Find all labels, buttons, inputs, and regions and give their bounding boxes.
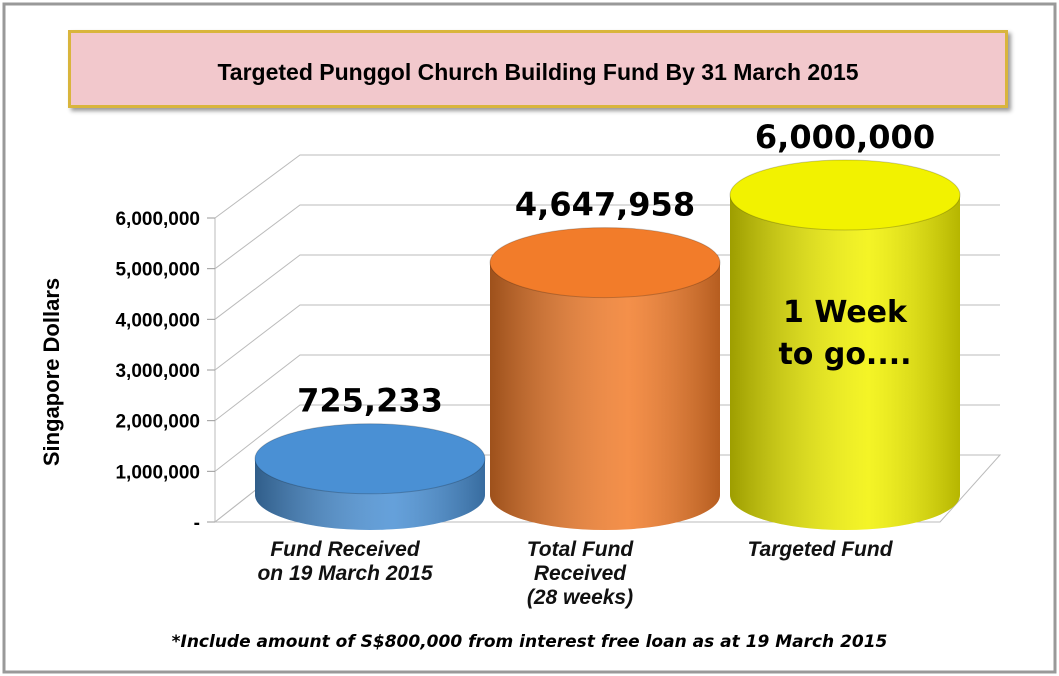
bar-shade bbox=[730, 195, 960, 530]
x-tick-label: Targeted Fund bbox=[747, 538, 893, 561]
bar bbox=[489, 227, 721, 530]
value-label: 6,000,000 bbox=[755, 118, 935, 156]
y-tick-label: 6,000,000 bbox=[115, 209, 200, 230]
y-tick-label: 4,000,000 bbox=[115, 310, 200, 331]
value-label: 4,647,958 bbox=[515, 186, 695, 224]
bar-shade bbox=[490, 262, 720, 530]
y-tick-label: 2,000,000 bbox=[115, 412, 200, 433]
bar bbox=[254, 423, 486, 530]
bar bbox=[729, 159, 961, 530]
bar-top bbox=[489, 227, 721, 299]
x-tick-label: Fund Received on 19 March 2015 bbox=[257, 538, 433, 585]
y-tick-label: 1,000,000 bbox=[115, 462, 200, 483]
footnote: *Include amount of S$800,000 from intere… bbox=[171, 632, 888, 652]
y-axis-label: Singapore Dollars bbox=[39, 277, 64, 467]
chart-title: Targeted Punggol Church Building Fund By… bbox=[68, 30, 1008, 108]
annotation: 1 Week to go.... bbox=[778, 295, 912, 372]
bar-top bbox=[254, 423, 486, 495]
x-tick-label: Total Fund Received (28 weeks) bbox=[526, 538, 634, 609]
grid-line bbox=[214, 154, 1000, 219]
y-tick-label: 5,000,000 bbox=[115, 260, 200, 281]
y-tick-label: 3,000,000 bbox=[115, 361, 200, 382]
bar-top bbox=[729, 159, 961, 231]
value-label: 725,233 bbox=[297, 382, 443, 420]
y-tick-label: - bbox=[194, 513, 200, 534]
